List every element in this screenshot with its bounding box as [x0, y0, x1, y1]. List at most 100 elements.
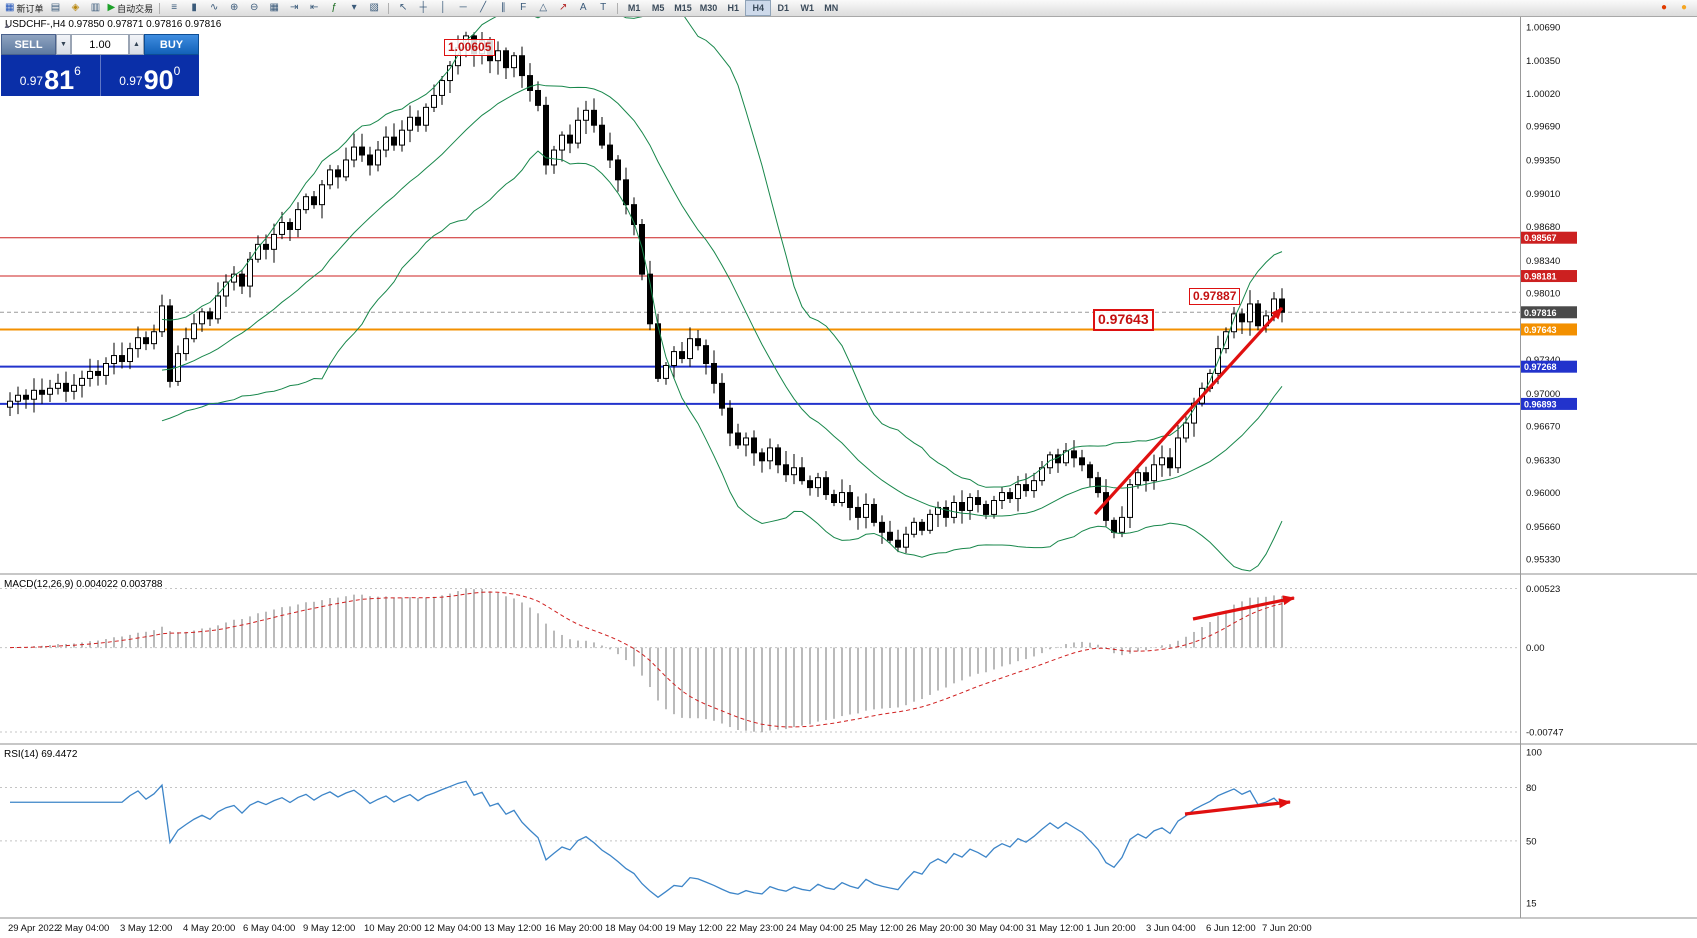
svg-text:12 May 04:00: 12 May 04:00 [424, 923, 482, 934]
templates-button[interactable]: ▧ [364, 1, 384, 15]
fibonacci-button[interactable]: F [513, 1, 533, 15]
zoom-out-button[interactable]: ⊖ [244, 1, 264, 15]
bollinger-lower [161, 150, 1283, 572]
rsi-label: RSI(14) 69.4472 [4, 749, 78, 760]
price-note-breakout[interactable]: 0.97887 [1189, 288, 1241, 305]
periods-button[interactable]: ▾ [344, 1, 364, 15]
indicators-icon: ƒ [331, 2, 337, 13]
timeframe-D1[interactable]: D1 [777, 3, 789, 13]
svg-text:26 May 20:00: 26 May 20:00 [906, 923, 964, 934]
candlestick-chart-icon: ▮ [191, 2, 197, 13]
price-note-level[interactable]: 0.97643 [1093, 309, 1154, 331]
text-label-button[interactable]: T [593, 1, 613, 15]
volume-input[interactable] [71, 34, 129, 55]
price-tag-0.97643 [1521, 323, 1577, 336]
svg-text:0.97816: 0.97816 [1524, 308, 1557, 318]
macd-histogram [17, 588, 1283, 733]
svg-text:0.96000: 0.96000 [1526, 488, 1560, 499]
new-order-button[interactable]: ▦ 新订单 [3, 1, 45, 15]
svg-text:80: 80 [1526, 783, 1537, 794]
buy-button[interactable]: BUY [144, 34, 199, 55]
vertical-line-button[interactable]: │ [433, 1, 453, 15]
vertical-line-icon: │ [440, 2, 447, 13]
sell-price-pip: 6 [74, 64, 81, 78]
svg-text:2 May 04:00: 2 May 04:00 [57, 923, 109, 934]
svg-text:0.00: 0.00 [1526, 643, 1545, 654]
trend-arrow-macd[interactable] [1192, 595, 1295, 621]
price-note-peak[interactable]: 1.00605 [444, 39, 496, 56]
timeframe-M5[interactable]: M5 [651, 3, 665, 13]
data-window-button[interactable]: ▥ [85, 1, 105, 15]
tile-windows-button[interactable]: ▦ [264, 1, 284, 15]
arrows-button[interactable]: ↗ [553, 1, 573, 15]
community-icon-icon: ● [1680, 2, 1688, 13]
data-window-icon: ▥ [90, 2, 101, 13]
indicators-button[interactable]: ƒ [324, 1, 344, 15]
chart-shift-button[interactable]: ⇤ [304, 1, 324, 15]
alerts-icon-icon: ● [1660, 2, 1668, 13]
toolbar: ▦ 新订单 ▤ ◈ ▥ ▶ 自动交易 ≡ ▮ ∿ ⊕ ⊖ ▦ ⇥ ⇤ ƒ ▾ ▧ ↖ ┼ │ ─ ╱ ∥ F △ ↗ A T M1 M5 M1… [0, 0, 1697, 17]
autotrading-button[interactable]: ▶ 自动交易 [105, 1, 155, 15]
timeframe-H4[interactable]: H4 [745, 0, 772, 16]
timeframe-MN[interactable]: MN [824, 3, 839, 13]
svg-text:0.96330: 0.96330 [1526, 455, 1560, 466]
zoom-in-button[interactable]: ⊕ [224, 1, 244, 15]
zoom-out-icon: ⊖ [249, 2, 259, 13]
svg-text:0.98340: 0.98340 [1526, 256, 1560, 267]
profiles-button[interactable]: ◈ [65, 1, 85, 15]
candlestick-chart-button[interactable]: ▮ [184, 1, 204, 15]
one-click-panel-toggle[interactable]: ▲ [3, 21, 11, 30]
sell-price[interactable]: 0.97 81 6 [1, 55, 101, 96]
chart-title: USDCHF-,H4 0.97850 0.97871 0.97816 0.978… [5, 19, 222, 30]
trendline-icon: ╱ [480, 2, 487, 13]
trend-arrow-main[interactable] [1093, 306, 1284, 516]
chart-window-button[interactable]: ▤ [45, 1, 65, 15]
svg-text:18 May 04:00: 18 May 04:00 [605, 923, 663, 934]
profiles-icon: ◈ [71, 2, 80, 13]
community-icon[interactable]: ● [1674, 1, 1694, 15]
bollinger-upper [161, 16, 1283, 488]
timeframe-M15[interactable]: M15 [674, 3, 692, 13]
svg-text:4 May 20:00: 4 May 20:00 [183, 923, 235, 934]
svg-text:0.96893: 0.96893 [1524, 399, 1557, 409]
line-chart-icon: ∿ [209, 2, 219, 13]
shapes-icon: △ [539, 2, 548, 13]
svg-text:9 May 12:00: 9 May 12:00 [303, 923, 355, 934]
timeframe-W1[interactable]: W1 [800, 3, 814, 13]
volume-down-button[interactable]: ▼ [56, 34, 71, 55]
bars-chart-button[interactable]: ≡ [164, 1, 184, 15]
svg-text:6 May 04:00: 6 May 04:00 [243, 923, 295, 934]
svg-text:22 May 23:00: 22 May 23:00 [726, 923, 784, 934]
timeframe-M30[interactable]: M30 [699, 3, 718, 13]
sell-price-prefix: 0.97 [19, 74, 44, 88]
equidistant-channel-button[interactable]: ∥ [493, 1, 513, 15]
horizontal-line-button[interactable]: ─ [453, 1, 473, 15]
arrows-icon: ↗ [558, 2, 568, 13]
timeframe-M1[interactable]: M1 [627, 3, 641, 13]
svg-text:19 May 12:00: 19 May 12:00 [665, 923, 723, 934]
sell-button[interactable]: SELL [1, 34, 56, 55]
svg-text:1.00690: 1.00690 [1526, 22, 1560, 33]
crosshair-button[interactable]: ┼ [413, 1, 433, 15]
trendline-button[interactable]: ╱ [473, 1, 493, 15]
line-chart-button[interactable]: ∿ [204, 1, 224, 15]
shapes-button[interactable]: △ [533, 1, 553, 15]
svg-text:25 May 12:00: 25 May 12:00 [846, 923, 904, 934]
cursor-button[interactable]: ↖ [393, 1, 413, 15]
alerts-icon[interactable]: ● [1654, 1, 1674, 15]
svg-text:0.99350: 0.99350 [1526, 155, 1560, 166]
chart-canvas[interactable]: 1.00690 1.00350 1.00020 0.99690 0.99350 0.990… [0, 16, 1697, 938]
trend-arrow-rsi[interactable] [1184, 798, 1291, 816]
svg-text:0.00523: 0.00523 [1526, 584, 1560, 595]
auto-scroll-button[interactable]: ⇥ [284, 1, 304, 15]
buy-price-big: 90 [143, 65, 174, 96]
timeframe-H1[interactable]: H1 [727, 3, 739, 13]
svg-text:15: 15 [1526, 899, 1537, 910]
crosshair-icon: ┼ [419, 2, 427, 13]
text-button[interactable]: A [573, 1, 593, 15]
price-tag-0.98567 [1521, 231, 1577, 244]
volume-up-button[interactable]: ▲ [129, 34, 144, 55]
buy-price[interactable]: 0.97 90 0 [101, 55, 200, 96]
svg-text:0.98181: 0.98181 [1524, 272, 1557, 282]
candles [7, 31, 1285, 554]
